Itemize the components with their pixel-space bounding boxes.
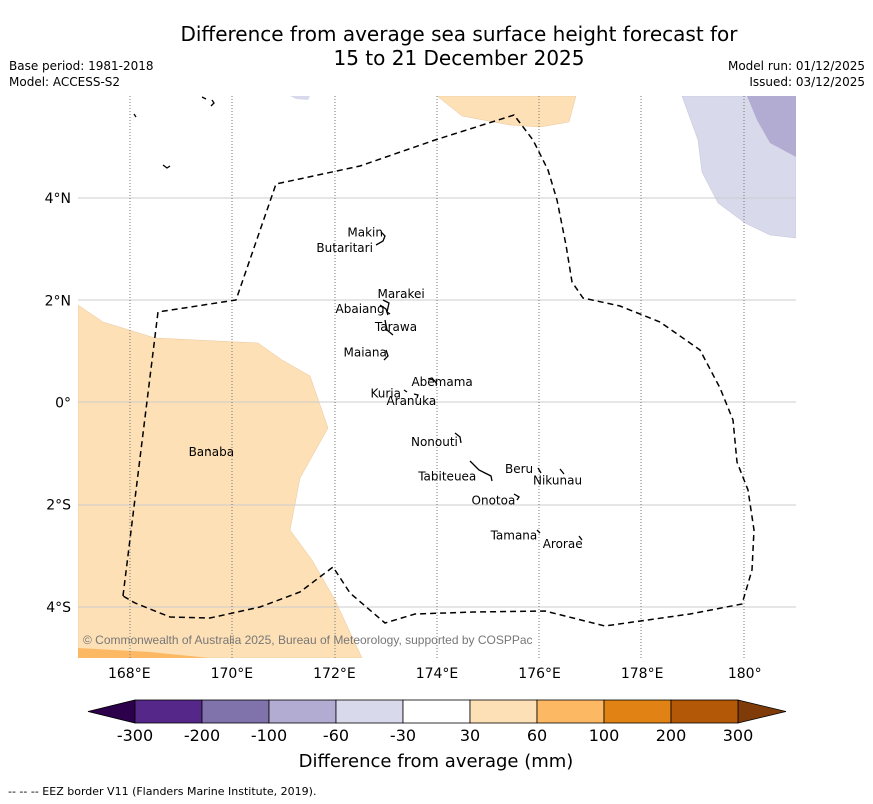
lon-tick-168: 168°E bbox=[108, 666, 151, 682]
anomaly-region-small bbox=[290, 96, 310, 100]
issued-date: Issued: 03/12/2025 bbox=[749, 75, 865, 89]
lat-tick-4: 4°S bbox=[46, 600, 71, 616]
colorbar-tick-6: 60 bbox=[527, 726, 547, 745]
lat-tick-3: 2°S bbox=[46, 498, 71, 514]
lon-tick-180: 180° bbox=[728, 666, 762, 682]
lon-gridlines bbox=[129, 96, 745, 658]
island-label-banaba: Banaba bbox=[189, 445, 235, 459]
colorbar-segment-3 bbox=[335, 699, 404, 724]
island-label-tamana: Tamana bbox=[490, 528, 538, 542]
island-onotoa bbox=[513, 493, 520, 501]
colorbar-tick-7: 100 bbox=[589, 726, 620, 745]
island-label-makin: Makin bbox=[347, 226, 383, 240]
island-label-butaritari: Butaritari bbox=[316, 241, 373, 255]
colorbar-tick-5: 30 bbox=[460, 726, 480, 745]
title-line-1: Difference from average sea surface heig… bbox=[180, 22, 738, 46]
title-line-2: 15 to 21 December 2025 bbox=[333, 46, 585, 70]
colorbar-tick-4: -30 bbox=[390, 726, 416, 745]
lon-tick-176: 176°E bbox=[518, 666, 561, 682]
island-label-arorae: Arorae bbox=[543, 537, 583, 551]
colorbar-label: Difference from average (mm) bbox=[299, 751, 574, 772]
island-label-onotoa: Onotoa bbox=[472, 494, 516, 508]
island-label-nikunau: Nikunau bbox=[533, 473, 582, 487]
footer-note: -- -- -- EEZ border V11 (Flanders Marine… bbox=[8, 785, 317, 798]
island-nikunau bbox=[559, 468, 565, 475]
colorbar-segment-0 bbox=[134, 699, 203, 724]
lat-tick-2: 0° bbox=[55, 396, 71, 412]
model-run: Model run: 01/12/2025 bbox=[727, 59, 865, 73]
island-abaiang bbox=[379, 304, 389, 316]
island-aranuka bbox=[413, 393, 419, 399]
colorbar-tick-8: 200 bbox=[656, 726, 687, 745]
colorbar-segment-5 bbox=[469, 699, 538, 724]
colorbar-tick-9: 300 bbox=[723, 726, 754, 745]
colorbar-segment-8 bbox=[670, 699, 739, 724]
colorbar-segment-2 bbox=[268, 699, 337, 724]
island-label-maiana: Maiana bbox=[344, 346, 387, 360]
anomaly-region-west bbox=[78, 304, 363, 658]
island-tabiteuea bbox=[469, 460, 493, 482]
island-label-tabiteuea: Tabiteuea bbox=[417, 470, 476, 484]
colorbar: -300 -200 -100 -60 -30 30 60 100 200 300 bbox=[87, 699, 787, 745]
lon-tick-172: 172°E bbox=[313, 666, 356, 682]
anomaly-region-southwest bbox=[78, 648, 210, 658]
island-label-aranuka: Aranuka bbox=[386, 394, 436, 408]
island-abemama bbox=[427, 377, 438, 385]
lat-tick-labels: 4°N 2°N 0° 2°S 4°S bbox=[45, 191, 72, 616]
island-north-3 bbox=[162, 164, 171, 169]
lon-tick-labels: 168°E 170°E 172°E 174°E 176°E 178°E 180° bbox=[108, 666, 762, 682]
colorbar-under-triangle bbox=[87, 699, 136, 724]
colorbar-segment-4 bbox=[402, 699, 471, 724]
island-label-beru: Beru bbox=[505, 462, 533, 476]
colorbar-segment-6 bbox=[536, 699, 605, 724]
island-outlines bbox=[133, 96, 583, 541]
colorbar-over-triangle bbox=[737, 699, 787, 724]
island-label-marakei: Marakei bbox=[377, 287, 424, 301]
lat-tick-1: 2°N bbox=[45, 293, 71, 309]
colorbar-tick-0: -300 bbox=[117, 726, 153, 745]
chart-title: Difference from average sea surface heig… bbox=[0, 22, 873, 70]
model-name: Model: ACCESS-S2 bbox=[9, 75, 121, 89]
island-north-1 bbox=[201, 96, 215, 107]
island-nonouti bbox=[454, 432, 462, 444]
colorbar-segment-7 bbox=[603, 699, 672, 724]
eez-border bbox=[122, 114, 755, 627]
lat-tick-0: 4°N bbox=[45, 191, 71, 207]
island-kuria bbox=[403, 389, 408, 393]
lon-tick-178: 178°E bbox=[621, 666, 664, 682]
lon-tick-174: 174°E bbox=[416, 666, 459, 682]
anomaly-region-north bbox=[436, 96, 577, 128]
meta-left: Base period: 1981-2018 Model: ACCESS-S2 bbox=[9, 58, 154, 90]
island-tarawa bbox=[384, 319, 394, 336]
colorbar-tick-2: -100 bbox=[251, 726, 287, 745]
meta-right: Model run: 01/12/2025 Issued: 03/12/2025 bbox=[728, 58, 865, 90]
copyright-notice: © Commonwealth of Australia 2025, Bureau… bbox=[83, 633, 533, 647]
colorbar-segment-1 bbox=[201, 699, 270, 724]
island-maiana bbox=[383, 349, 389, 361]
island-label-abemama: Abemama bbox=[411, 375, 472, 389]
base-period: Base period: 1981-2018 bbox=[9, 59, 154, 73]
island-beru bbox=[537, 467, 542, 474]
island-banaba bbox=[207, 448, 211, 452]
island-label-kuria: Kuria bbox=[370, 386, 401, 400]
colorbar-tick-3: -60 bbox=[323, 726, 349, 745]
island-label-nonouti: Nonouti bbox=[411, 435, 458, 449]
lon-tick-170: 170°E bbox=[211, 666, 254, 682]
island-north-2 bbox=[133, 113, 137, 118]
island-arorae bbox=[578, 535, 583, 541]
island-makin bbox=[375, 231, 386, 246]
anomaly-region-northeast-mid bbox=[747, 96, 796, 157]
island-label-abaiang: Abaiang bbox=[336, 302, 385, 316]
island-label-tarawa: Tarawa bbox=[374, 320, 417, 334]
colorbar-tick-1: -200 bbox=[184, 726, 220, 745]
island-tamana bbox=[536, 529, 541, 534]
